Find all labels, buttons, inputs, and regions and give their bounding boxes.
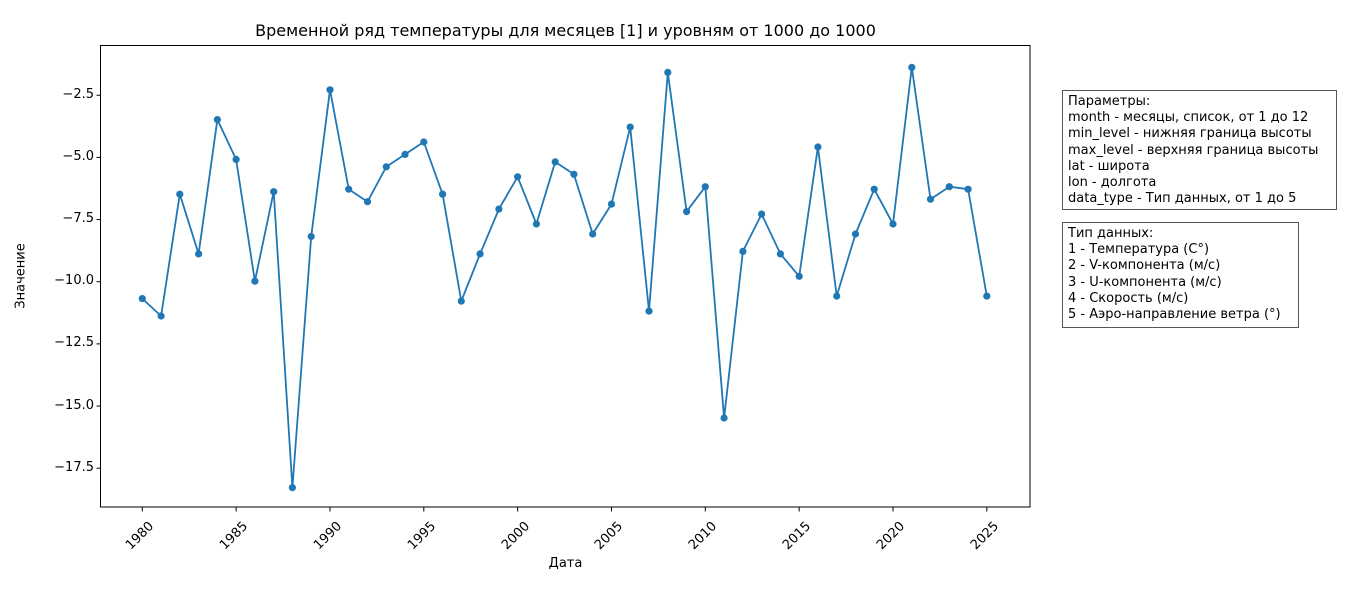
data-point: [514, 173, 522, 181]
note-line: 3 - U-компонента (м/с): [1068, 274, 1222, 290]
data-point: [476, 250, 484, 258]
data-point: [626, 123, 634, 131]
data-point: [495, 205, 503, 213]
data-point: [983, 292, 991, 300]
data-point: [457, 297, 465, 305]
data-point: [645, 307, 653, 315]
note-line: lon - долгота: [1068, 175, 1157, 191]
data-point: [851, 230, 860, 238]
data-point: [926, 195, 935, 203]
note-line: Тип данных:: [1068, 226, 1154, 241]
data-point: [776, 250, 785, 258]
x-axis-label: Дата: [548, 556, 583, 571]
data-point: [138, 295, 146, 303]
note-line: month - месяцы, список, от 1 до 12: [1068, 110, 1309, 126]
y-tick-label: −5.0: [62, 148, 94, 164]
parameters-box: Параметры: month - месяцы, список, от 1 …: [1062, 90, 1337, 210]
note-line: lat - широта: [1068, 158, 1150, 174]
note-line: Параметры:: [1068, 94, 1151, 109]
data-point: [195, 250, 203, 258]
note-line: 4 - Скорость (м/с): [1068, 290, 1189, 306]
data-types-box: Тип данных: 1 - Температура (C°) 2 - V-к…: [1062, 222, 1299, 328]
data-point: [270, 188, 278, 196]
data-point: [889, 220, 897, 228]
data-point: [701, 183, 709, 191]
y-tick-label: −12.5: [54, 335, 94, 351]
data-point: [758, 210, 766, 218]
data-point: [720, 414, 728, 422]
data-point: [288, 484, 296, 492]
data-point: [401, 150, 409, 158]
data-point: [420, 138, 428, 146]
data-point: [326, 86, 334, 94]
data-point: [739, 247, 747, 255]
data-point: [382, 163, 390, 171]
note-line: 2 - V-компонента (м/с): [1068, 258, 1221, 274]
data-point: [232, 155, 240, 163]
data-point: [307, 232, 315, 241]
data-point: [964, 185, 972, 193]
data-point: [176, 190, 184, 198]
data-point: [439, 190, 447, 198]
data-point: [251, 277, 259, 285]
data-point: [589, 230, 597, 238]
data-point: [683, 208, 691, 216]
data-point: [607, 200, 616, 208]
plot-border: [100, 45, 1031, 508]
note-line: 5 - Аэро-направление ветра (°): [1068, 307, 1281, 323]
data-point: [664, 68, 672, 76]
data-point: [870, 185, 878, 193]
note-line: 1 - Температура (C°): [1068, 242, 1210, 258]
data-point: [795, 272, 803, 280]
data-point: [833, 292, 841, 300]
data-point: [908, 63, 916, 71]
data-point: [551, 158, 559, 166]
note-line: min_level - нижняя граница высоты: [1068, 126, 1312, 142]
y-tick-label: −10.0: [54, 273, 94, 289]
data-point: [570, 170, 578, 178]
data-point: [363, 198, 372, 206]
data-point: [814, 143, 822, 151]
y-tick-label: −17.5: [54, 459, 94, 475]
data-point: [345, 185, 353, 193]
y-tick-label: −2.5: [62, 86, 94, 102]
y-tick-label: −15.0: [54, 397, 94, 413]
data-point: [157, 312, 165, 320]
y-tick-label: −7.5: [62, 211, 94, 227]
data-point: [213, 116, 221, 124]
data-line: [141, 66, 988, 489]
data-point: [532, 220, 541, 228]
chart-title: Временной ряд температуры для месяцев [1…: [255, 21, 876, 40]
data-point: [945, 183, 953, 191]
note-line: data_type - Тип данных, от 1 до 5: [1068, 191, 1297, 207]
note-line: max_level - верхняя граница высоты: [1068, 142, 1319, 158]
